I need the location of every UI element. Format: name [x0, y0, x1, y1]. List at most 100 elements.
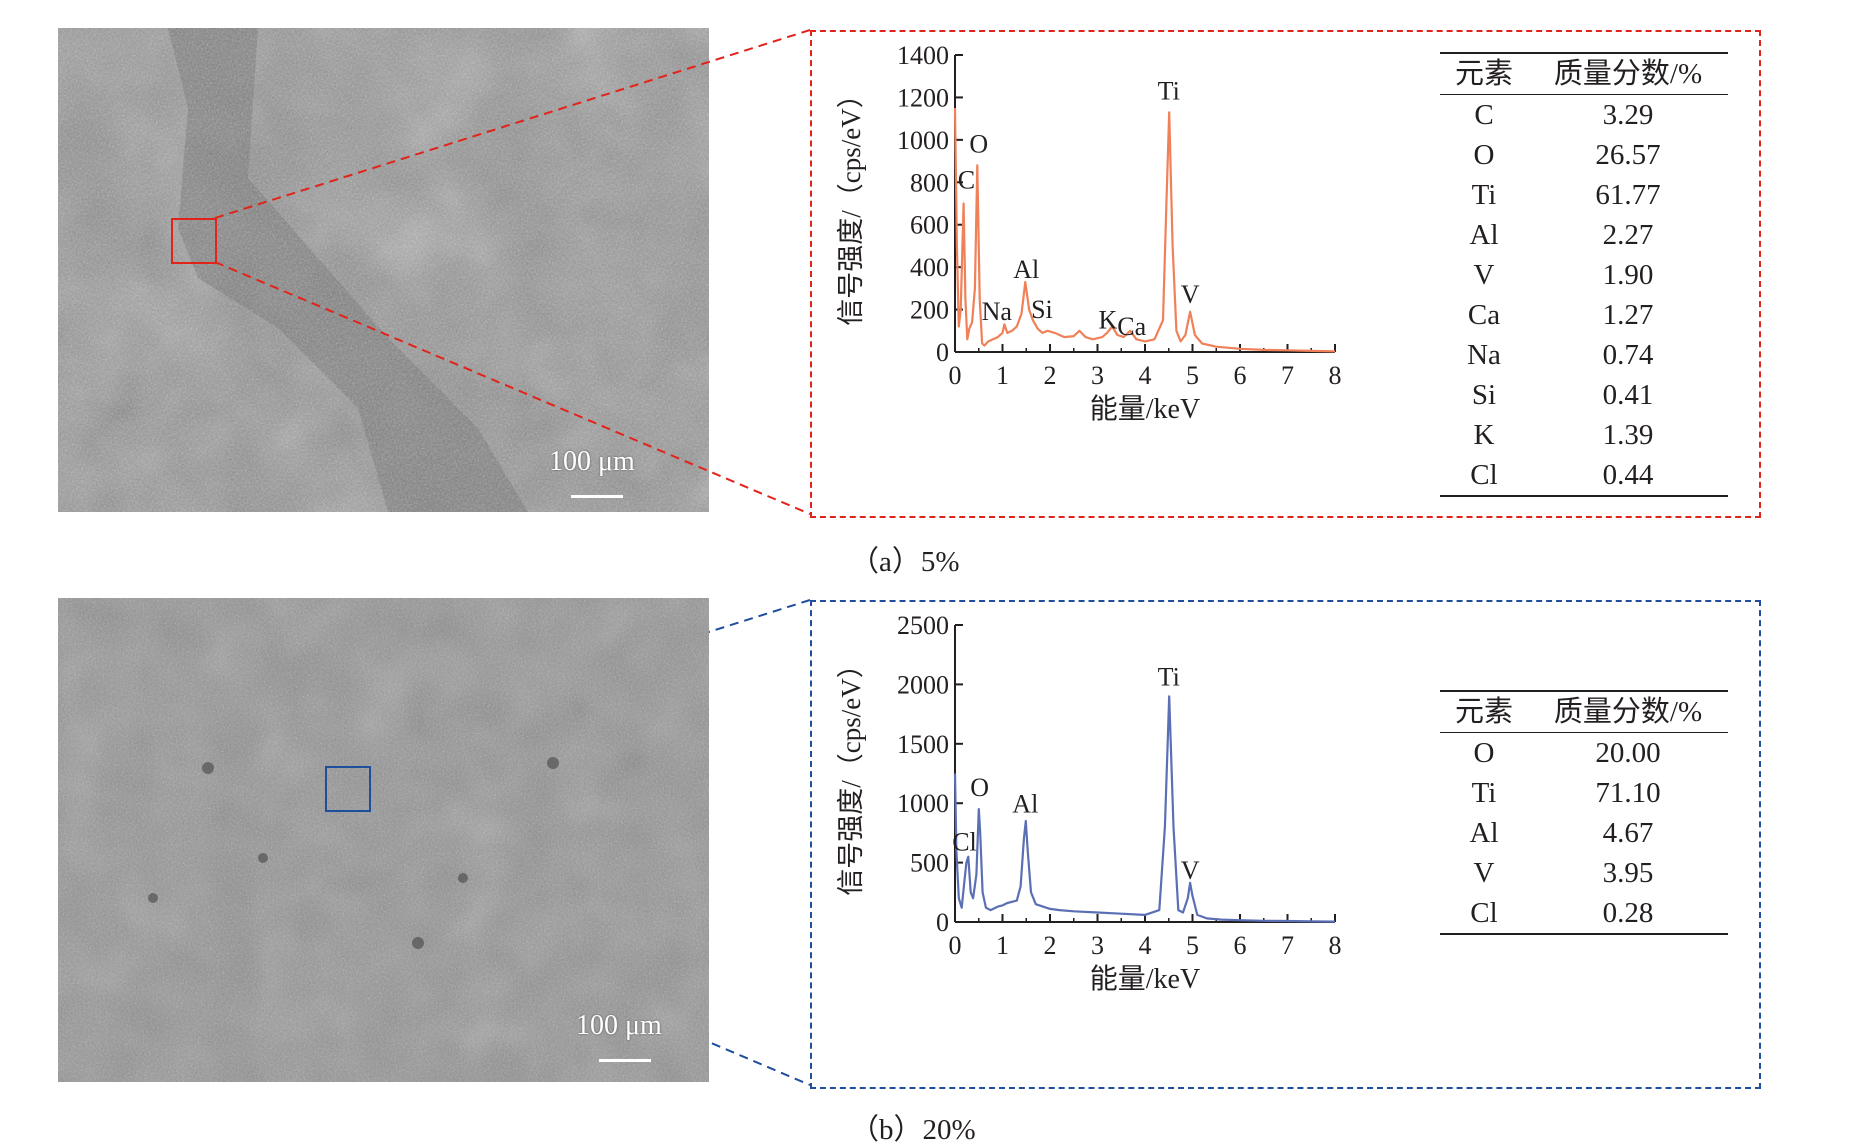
table-row: Ca 1.27 — [1440, 295, 1728, 335]
eds-spectrum-chart-b: 0 1 2 3 4 5 6 7 8 0 500 1000 1500 2000 2500 能量/keV 信号强度/… — [836, 611, 1342, 995]
y-tick-label: 1200 — [897, 83, 949, 112]
table-row: C 3.29 — [1440, 95, 1728, 136]
y-tick-label: 2000 — [897, 670, 949, 699]
peak-label: O — [969, 130, 988, 159]
x-tick-label: 4 — [1139, 931, 1152, 960]
peak-label: Al — [1012, 790, 1038, 819]
mass-fraction-cell: 61.77 — [1595, 179, 1661, 211]
peak-label: V — [1181, 280, 1200, 309]
element-cell: Ti — [1471, 179, 1497, 211]
table-row: V 3.95 — [1440, 853, 1728, 893]
mass-fraction-cell: 0.44 — [1602, 459, 1654, 491]
eds-spectrum-chart-a: 0 1 2 3 4 5 6 7 8 0 200 400 600 800 1000 1200 1400 能量/keV… — [836, 41, 1342, 425]
element-cell: K — [1473, 419, 1495, 451]
mass-fraction-cell: 0.74 — [1602, 339, 1654, 371]
y-axis-label: 信号强度/（cps/eV） — [836, 651, 866, 895]
peak-label: V — [1181, 856, 1200, 885]
peak-label: Ti — [1158, 77, 1180, 106]
sem-texture-a — [58, 28, 709, 512]
spectrum-line — [953, 695, 1336, 923]
element-cell: V — [1473, 259, 1495, 291]
x-tick-label: 1 — [996, 361, 1009, 390]
composition-table-a: 元素 质量分数/% C 3.29 O 26.57 Ti 61.77 Al 2.27 V 1.90 C… — [1440, 52, 1728, 497]
table-row: Al 4.67 — [1440, 813, 1728, 853]
x-tick-label: 0 — [949, 361, 962, 390]
mass-fraction-cell: 3.29 — [1602, 99, 1654, 131]
element-cell: O — [1473, 737, 1495, 769]
table-row: Na 0.74 — [1440, 335, 1728, 375]
table-row: Ti 61.77 — [1440, 175, 1728, 215]
table-row: Al 2.27 — [1440, 215, 1728, 255]
element-cell: O — [1473, 139, 1495, 171]
peak-label: Na — [982, 297, 1013, 326]
table-row: Cl 0.44 — [1440, 455, 1728, 496]
x-tick-label: 1 — [996, 931, 1009, 960]
spectrum-line — [953, 107, 1336, 353]
scale-bar-label: 100 μm — [549, 446, 635, 477]
y-tick-label: 800 — [910, 168, 949, 197]
x-tick-label: 6 — [1234, 931, 1247, 960]
peak-label: Ti — [1158, 663, 1180, 692]
sem-texture-b — [58, 598, 709, 1082]
element-cell: Si — [1471, 379, 1497, 411]
y-tick-label: 0 — [936, 908, 949, 937]
mass-fraction-cell: 4.67 — [1602, 817, 1654, 849]
caption-b: （b）20% — [850, 1114, 976, 1146]
table-row: Ti 71.10 — [1440, 773, 1728, 813]
composition-table-b: 元素 质量分数/% O 20.00 Ti 71.10 Al 4.67 V 3.95 Cl 0.28 — [1440, 690, 1728, 935]
element-cell: Ca — [1467, 299, 1501, 331]
mass-fraction-cell: 20.00 — [1595, 737, 1661, 769]
x-tick-label: 6 — [1234, 361, 1247, 390]
mass-fraction-cell: 2.27 — [1602, 219, 1654, 251]
mass-fraction-cell: 71.10 — [1595, 777, 1661, 809]
header-mass-fraction: 质量分数/% — [1553, 58, 1703, 90]
element-cell: Al — [1469, 817, 1499, 849]
eds-frame-b — [810, 600, 1761, 1089]
mass-fraction-cell: 26.57 — [1595, 139, 1661, 171]
header-mass-fraction: 质量分数/% — [1553, 696, 1703, 728]
y-tick-label: 1000 — [897, 126, 949, 155]
y-tick-label: 200 — [910, 296, 949, 325]
element-cell: C — [1474, 99, 1494, 131]
zoom-region-box-b — [325, 766, 371, 812]
y-axis-label: 信号强度/（cps/eV） — [836, 81, 866, 325]
x-tick-label: 2 — [1044, 361, 1057, 390]
scale-bar — [571, 495, 623, 498]
scale-bar — [599, 1059, 651, 1062]
x-tick-label: 8 — [1329, 931, 1342, 960]
mass-fraction-cell: 3.95 — [1602, 857, 1654, 889]
element-cell: Al — [1469, 219, 1499, 251]
peak-label: O — [970, 773, 989, 802]
y-tick-label: 0 — [936, 338, 949, 367]
zoom-region-box-a — [171, 218, 217, 264]
element-cell: V — [1473, 857, 1495, 889]
x-tick-label: 2 — [1044, 931, 1057, 960]
table-row: O 20.00 — [1440, 733, 1728, 774]
y-tick-label: 400 — [910, 253, 949, 282]
peak-label: Si — [1031, 295, 1053, 324]
x-tick-label: 7 — [1281, 361, 1294, 390]
x-tick-label: 3 — [1091, 931, 1104, 960]
y-tick-label: 1000 — [897, 789, 949, 818]
x-tick-label: 4 — [1139, 361, 1152, 390]
table-header-row: 元素 质量分数/% — [1440, 691, 1728, 733]
mass-fraction-cell: 0.41 — [1602, 379, 1654, 411]
header-element: 元素 — [1454, 696, 1513, 728]
mass-fraction-cell: 0.28 — [1602, 897, 1654, 929]
table-row: Si 0.41 — [1440, 375, 1728, 415]
y-tick-label: 1500 — [897, 730, 949, 759]
x-axis-label: 能量/keV — [1090, 393, 1200, 425]
x-tick-label: 3 — [1091, 361, 1104, 390]
table-row: O 26.57 — [1440, 135, 1728, 175]
y-tick-label: 2500 — [897, 611, 949, 640]
header-element: 元素 — [1454, 58, 1513, 90]
y-tick-label: 1400 — [897, 41, 949, 70]
sem-micrograph-b: 100 μm — [58, 598, 709, 1082]
peak-label: K — [1099, 306, 1118, 335]
table-row: V 1.90 — [1440, 255, 1728, 295]
element-cell: Cl — [1470, 459, 1498, 491]
x-tick-label: 0 — [949, 931, 962, 960]
peak-label: C — [958, 166, 975, 195]
x-tick-label: 7 — [1281, 931, 1294, 960]
sem-micrograph-a: 100 μm — [58, 28, 709, 512]
